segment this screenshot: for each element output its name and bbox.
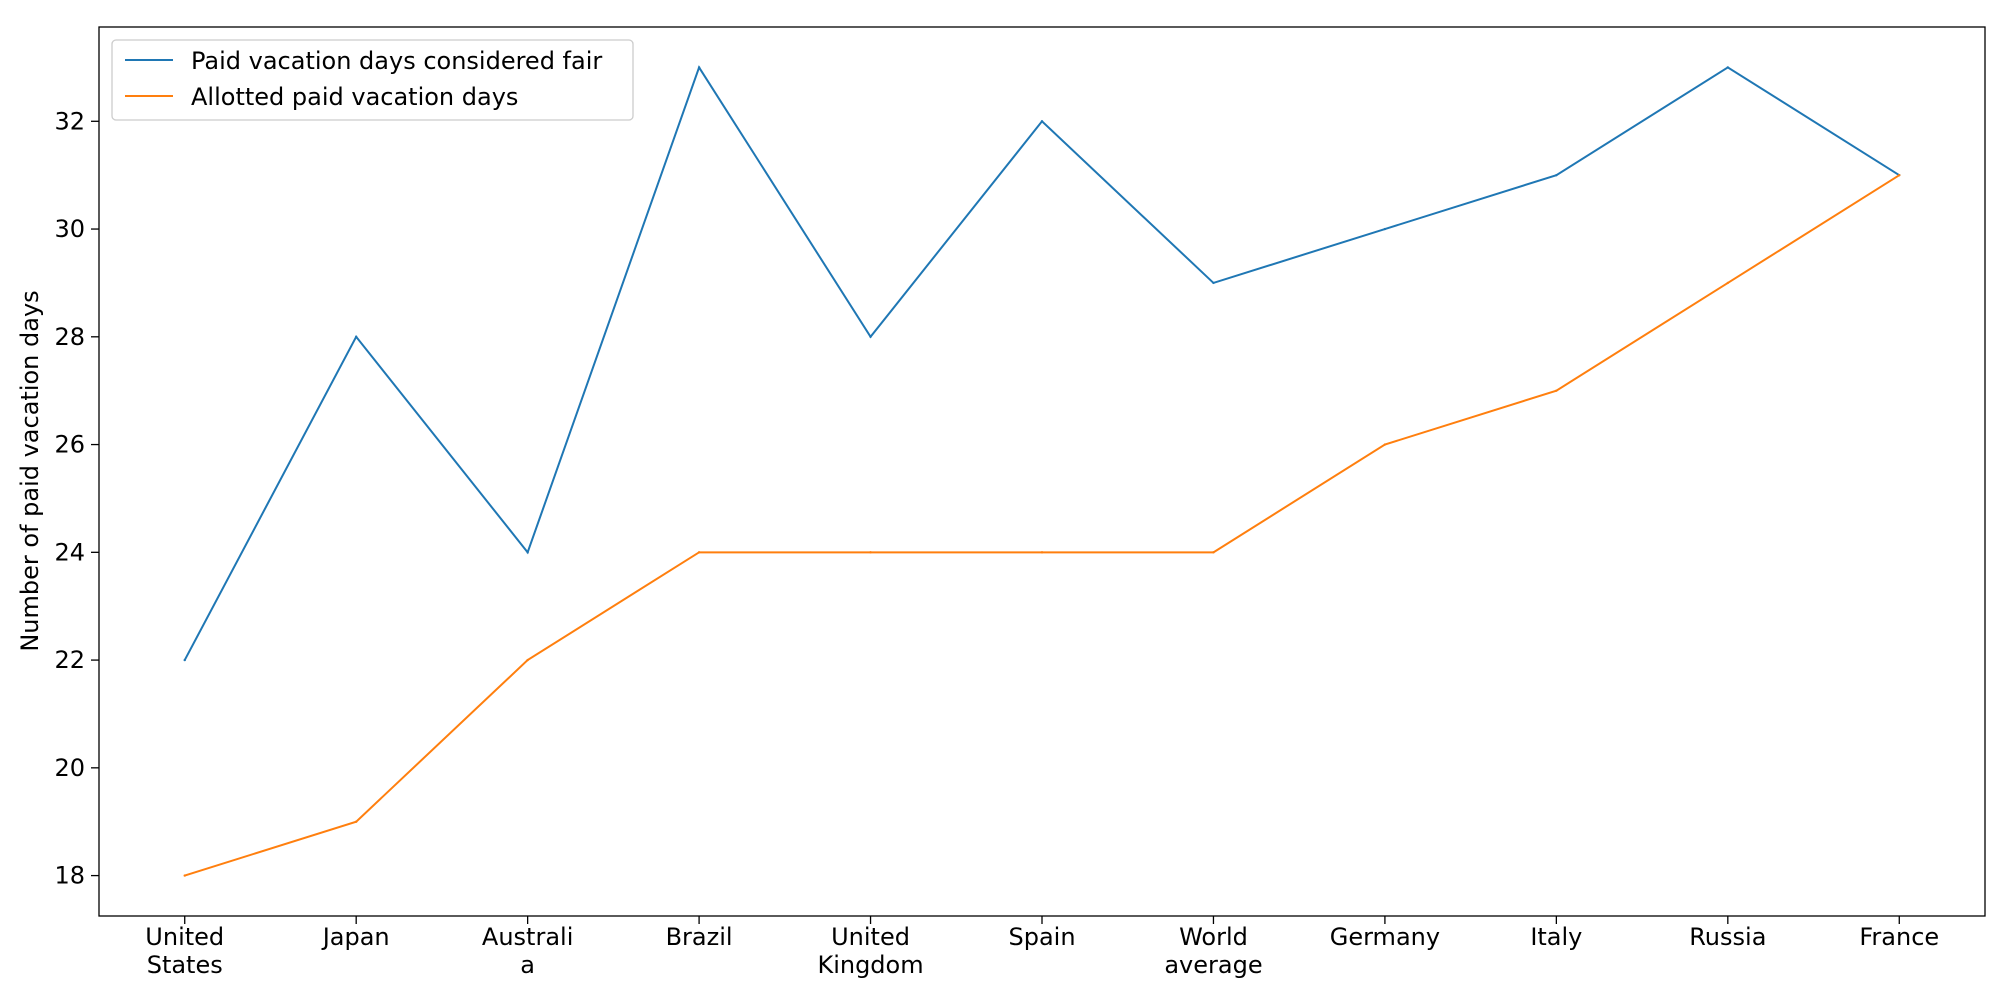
data-point-fair <box>183 658 186 662</box>
legend: Paid vacation days considered fair Allot… <box>111 39 634 121</box>
x-tick-label: Japan <box>321 923 390 951</box>
data-point-allotted <box>1383 443 1387 446</box>
data-point-allotted <box>869 551 872 554</box>
plot-frame <box>98 26 1986 917</box>
data-point-allotted <box>526 658 529 662</box>
data-point-fair <box>1040 120 1044 123</box>
y-tick-label: 22 <box>54 646 85 674</box>
y-tick-label: 26 <box>54 431 85 459</box>
data-point-fair <box>526 551 529 554</box>
legend-label-fair: Paid vacation days considered fair <box>191 47 602 75</box>
x-tick-label: Germany <box>1330 923 1440 951</box>
data-point-allotted <box>354 820 358 823</box>
y-tick-label: 28 <box>54 323 85 351</box>
legend-box <box>111 39 634 121</box>
y-tick-label: 32 <box>54 107 85 135</box>
y-axis-label: Number of paid vacation days <box>16 290 44 651</box>
data-point-fair <box>697 66 701 69</box>
data-point-allotted <box>1212 551 1215 554</box>
data-point-allotted <box>697 551 701 554</box>
x-tick-label: Australi a <box>482 923 573 979</box>
data-point-fair <box>1212 281 1215 285</box>
x-tick-label: Spain <box>1008 923 1075 951</box>
x-tick-label: United Kingdom <box>817 923 923 979</box>
data-point-allotted <box>1898 173 1901 177</box>
y-tick-label: 18 <box>54 862 85 890</box>
data-point-fair <box>1555 173 1558 177</box>
legend-label-allotted: Allotted paid vacation days <box>191 83 518 111</box>
x-tick-label: France <box>1859 923 1939 951</box>
data-point-fair <box>1383 227 1387 231</box>
data-point-allotted <box>1555 389 1558 392</box>
y-tick-label: 30 <box>54 215 85 243</box>
x-ticks: United States Japan Australi a Brazil United Ki… <box>145 916 1939 979</box>
series-line-allotted <box>184 174 1900 877</box>
axes-layer <box>98 26 1986 917</box>
x-tick-label: Russia <box>1689 923 1766 951</box>
x-tick-label: United States <box>145 923 224 979</box>
y-ticks: 18 20 22 24 26 28 30 32 <box>54 107 99 890</box>
data-point-allotted <box>1040 551 1044 554</box>
data-point-fair <box>869 335 872 339</box>
data-point-fair <box>354 335 358 339</box>
series-layer <box>183 65 1901 877</box>
y-tick-label: 20 <box>54 754 85 782</box>
series-line-fair <box>183 65 1900 661</box>
x-tick-label: Brazil <box>666 923 733 951</box>
data-point-fair <box>1726 66 1730 69</box>
y-tick-label: 24 <box>54 538 85 566</box>
x-tick-label: World average <box>1164 923 1262 979</box>
data-point-allotted <box>183 874 186 877</box>
x-tick-label: Italy <box>1530 923 1582 951</box>
data-point-allotted <box>1726 281 1730 285</box>
